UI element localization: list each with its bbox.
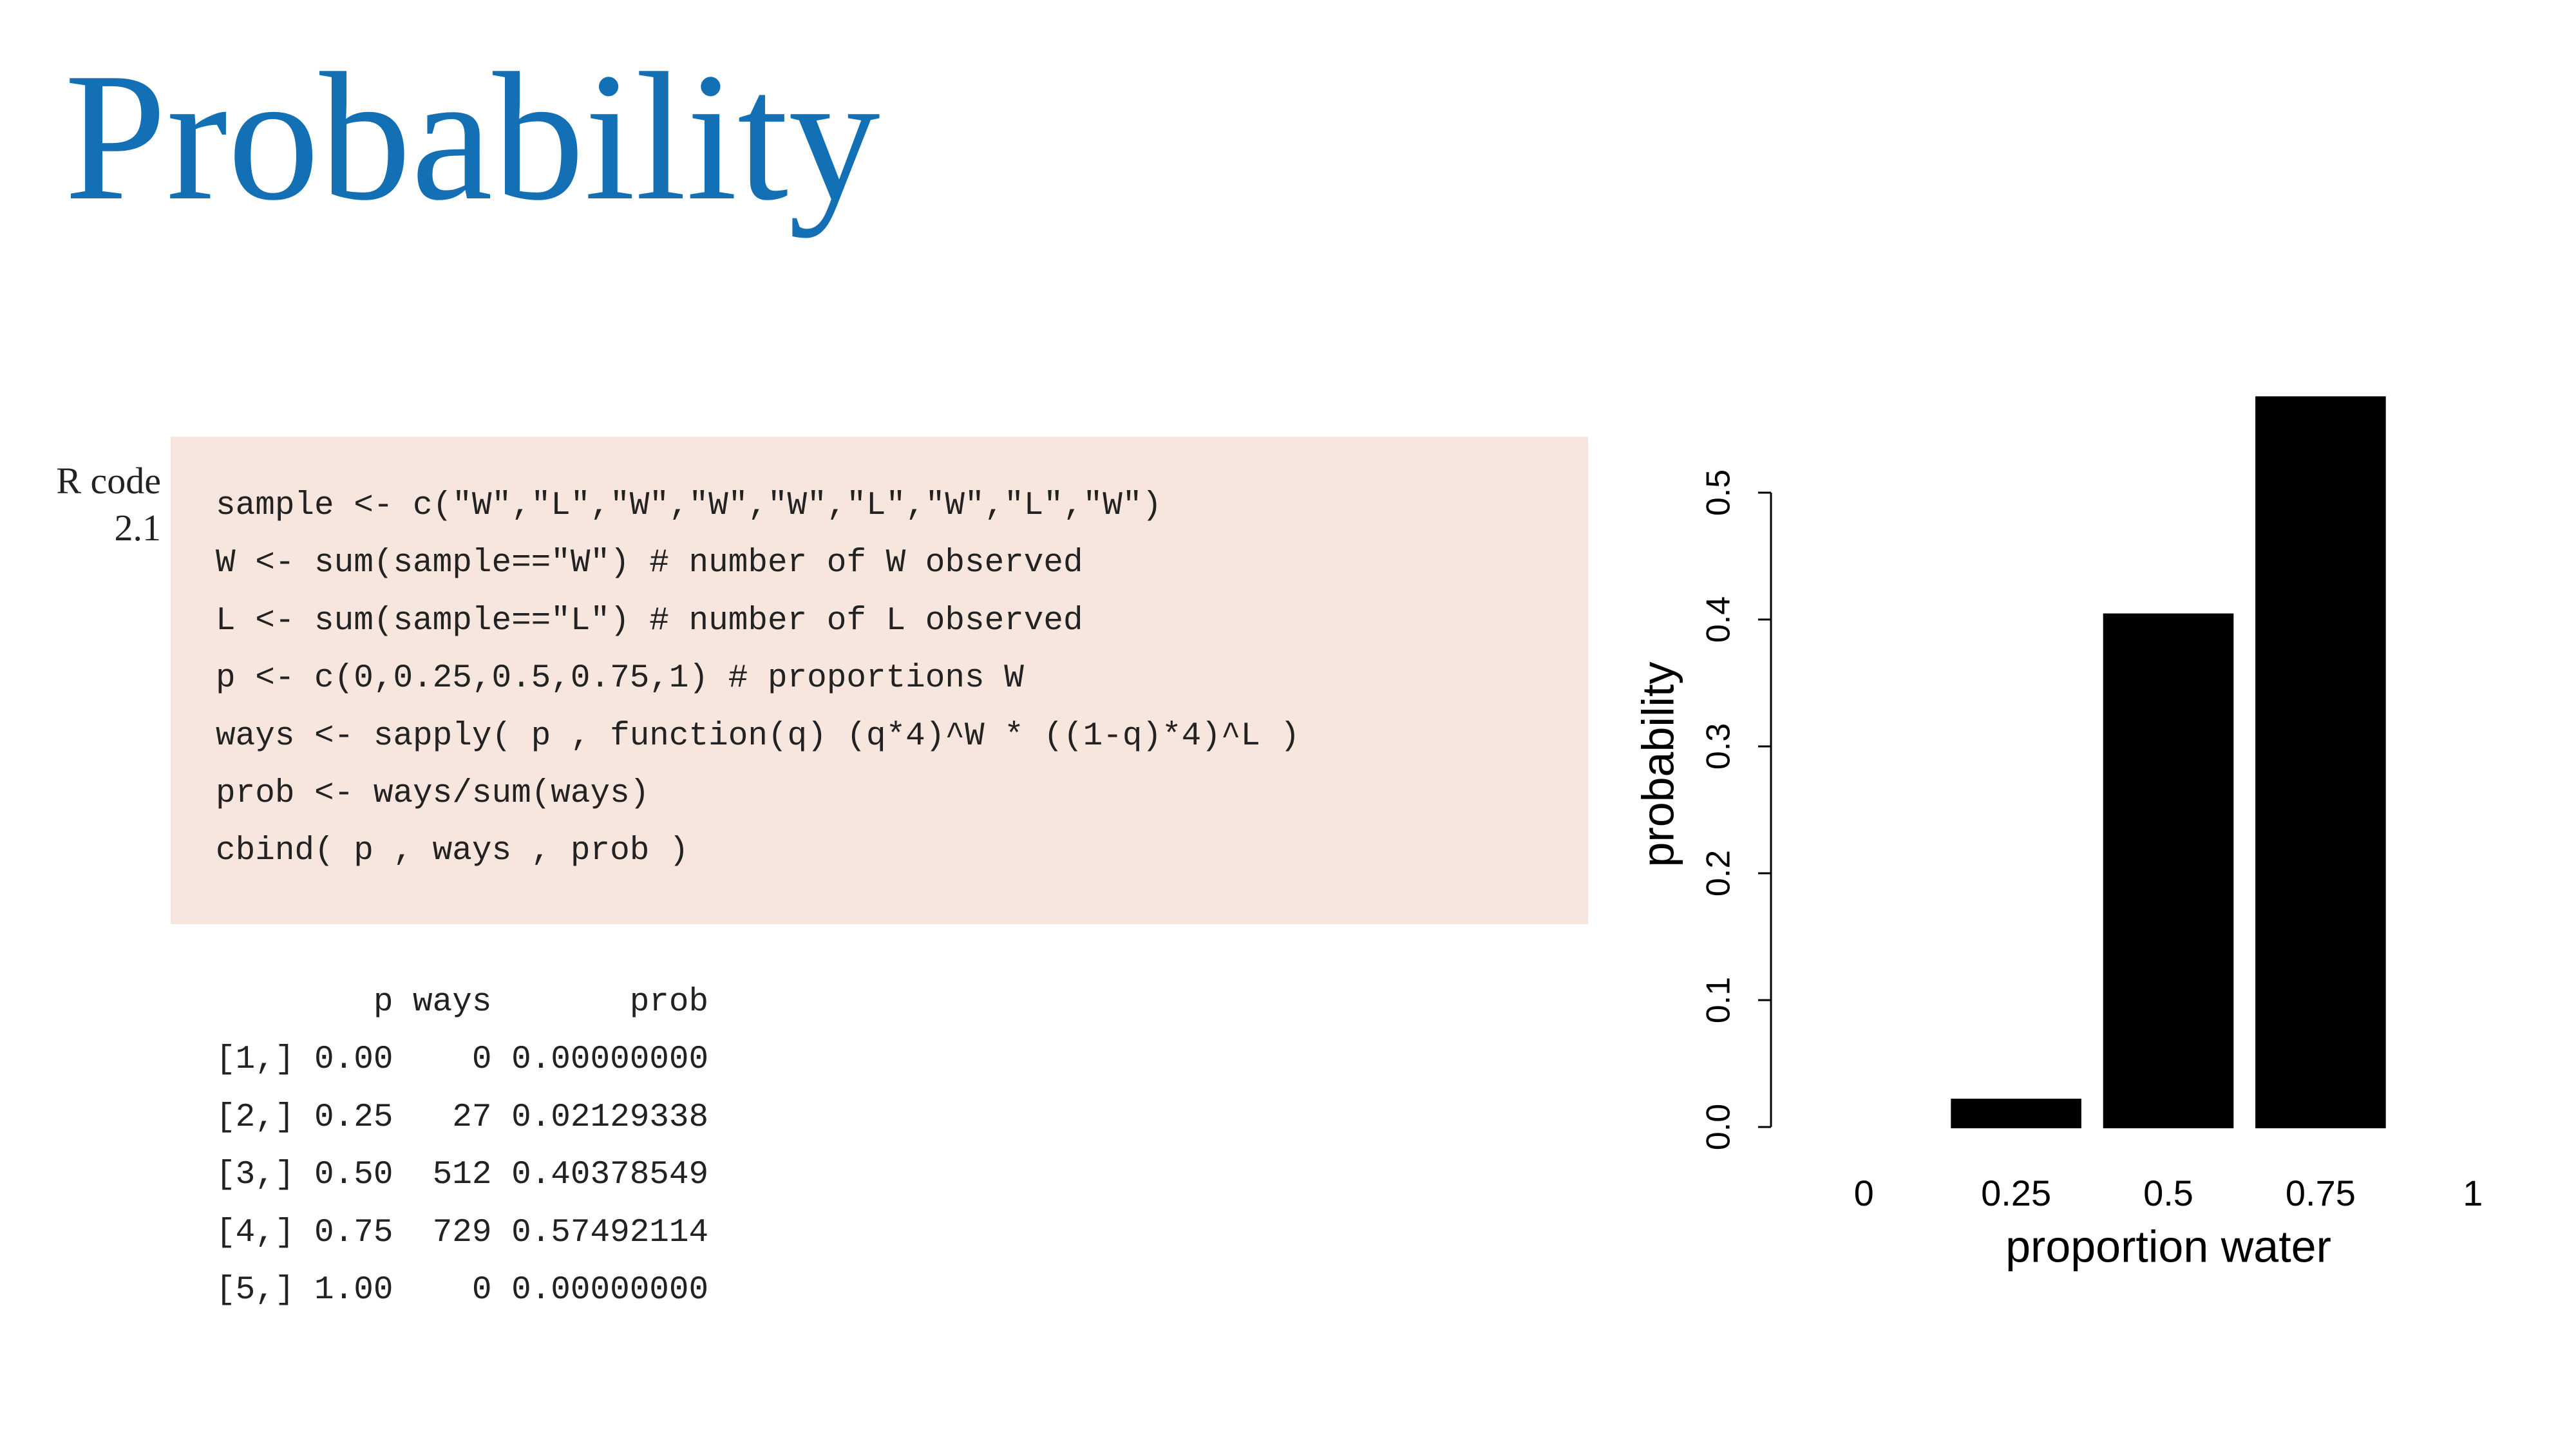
code-line: L <- sum(sample=="L") # number of L obse… bbox=[216, 602, 1083, 639]
bar bbox=[2103, 613, 2234, 1128]
y-tick-label: 0.1 bbox=[1700, 977, 1738, 1023]
code-line: sample <- c("W","L","W","W","W","L","W",… bbox=[216, 488, 1162, 524]
code-line: prob <- ways/sum(ways) bbox=[216, 775, 650, 812]
y-tick-label: 0.5 bbox=[1700, 469, 1738, 516]
y-tick-label: 0.2 bbox=[1700, 850, 1738, 896]
x-tick-label: 0.5 bbox=[2143, 1173, 2193, 1213]
y-tick-label: 0.3 bbox=[1700, 723, 1738, 770]
code-box bbox=[171, 437, 1588, 924]
y-axis-label: probability bbox=[1633, 661, 1683, 867]
code-line: cbind( p , ways , prob ) bbox=[216, 833, 689, 870]
code-line: ways <- sapply( p , function(q) (q*4)^W … bbox=[216, 717, 1300, 755]
output-line: p ways prob bbox=[216, 984, 709, 1021]
y-tick-label: 0.0 bbox=[1700, 1104, 1738, 1150]
bar bbox=[2255, 396, 2386, 1128]
slide-title: Probability bbox=[64, 35, 880, 238]
code-number: 2.1 bbox=[114, 507, 162, 549]
output-line: [3,] 0.50 512 0.40378549 bbox=[216, 1157, 709, 1194]
output-line: [2,] 0.25 27 0.02129338 bbox=[216, 1099, 709, 1136]
x-tick-label: 1 bbox=[2463, 1173, 2483, 1213]
x-tick-label: 0.25 bbox=[1981, 1173, 2051, 1213]
x-tick-label: 0.75 bbox=[2286, 1173, 2356, 1213]
output-line: [1,] 0.00 0 0.00000000 bbox=[216, 1041, 709, 1079]
y-tick-label: 0.4 bbox=[1700, 596, 1738, 643]
code-line: W <- sum(sample=="W") # number of W obse… bbox=[216, 545, 1083, 582]
bar bbox=[1951, 1099, 2081, 1128]
x-tick-label: 0 bbox=[1854, 1173, 1874, 1213]
x-axis-label: proportion water bbox=[2005, 1221, 2331, 1271]
code-line: p <- c(0,0.25,0.5,0.75,1) # proportions … bbox=[216, 660, 1024, 697]
output-line: [4,] 0.75 729 0.57492114 bbox=[216, 1214, 709, 1251]
code-label: R code bbox=[56, 460, 161, 502]
output-line: [5,] 1.00 0 0.00000000 bbox=[216, 1272, 709, 1309]
